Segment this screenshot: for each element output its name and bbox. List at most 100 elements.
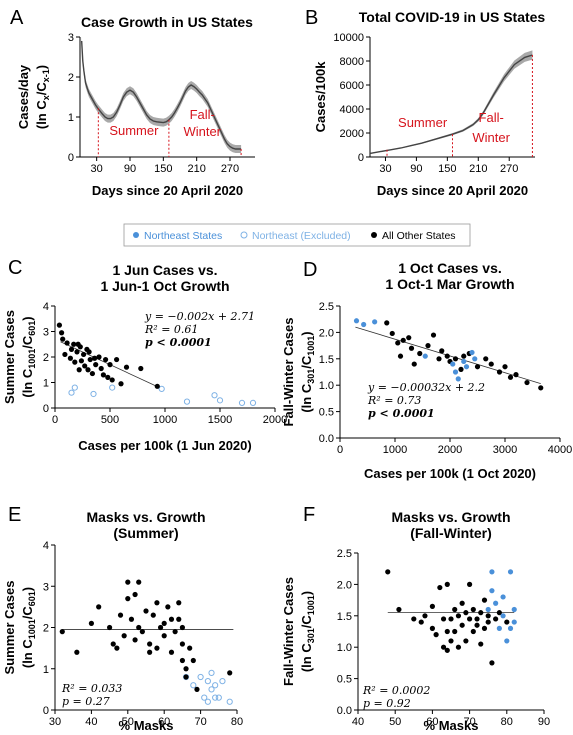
F-point-northeast [511, 619, 517, 625]
C-x-tick-label: 2000 [263, 414, 287, 426]
D-y-label-subscript: 1001 [306, 336, 316, 356]
C-point-other [82, 363, 88, 369]
C-title-line: 1 Jun Cases vs. [112, 262, 217, 278]
C-point-excluded [158, 385, 165, 392]
D-point-other [474, 364, 481, 370]
D-point-other [430, 332, 437, 338]
legend-northeast-label: Northeast States [144, 230, 222, 242]
C-y-label-part: ) [20, 316, 35, 320]
E-point-excluded [204, 698, 211, 705]
A-y-label: Cases/day [16, 64, 31, 129]
F-point-other [493, 616, 499, 622]
E-x-tick-label: 70 [194, 716, 206, 728]
F-y-tick-label: 1.5 [337, 611, 352, 623]
C-point-other [72, 359, 78, 365]
F-title-line: Masks vs. Growth [391, 509, 510, 525]
F-point-other [440, 616, 447, 622]
C-y-tick-label: 4 [43, 301, 49, 313]
C-point-excluded [249, 399, 257, 406]
C-y-label-subscript: 601 [27, 321, 37, 336]
C-point-other [107, 362, 113, 368]
A-y-label-sub: (ln Cx/Cx-1) [34, 65, 51, 129]
F-point-other [470, 628, 476, 635]
E-point-other [143, 608, 149, 614]
E-point-other [157, 624, 164, 631]
C-point-other [68, 346, 75, 352]
C-point-other [109, 377, 115, 383]
E-y-tick-label: 3 [43, 581, 49, 593]
B-y-tick-label: 4000 [340, 104, 364, 116]
E-point-other [168, 649, 175, 655]
E-point-other [179, 624, 185, 631]
B-y-tick-label: 10000 [333, 32, 364, 44]
E-y-label-part: ) [20, 587, 35, 591]
E-point-excluded [208, 686, 215, 693]
E-point-excluded [215, 694, 222, 701]
C-point-other [105, 374, 111, 380]
D-y-tick-label: 1.5 [319, 354, 334, 366]
E-point-other [132, 637, 138, 643]
B-y-tick-label: 2000 [340, 128, 364, 140]
F-point-other [411, 616, 417, 622]
F-y-tick-label: 0.0 [337, 705, 352, 717]
A-y-label-part: (ln C [34, 100, 49, 129]
F-point-other [444, 581, 450, 588]
panel-D: 0 1000 2000 3000 4000 0.0 0.5 1.0 1.5 2.0 2.5 D 1 Oc… [281, 259, 572, 481]
F-y-tick-label: 0.5 [337, 674, 352, 686]
F-point-other [489, 660, 495, 666]
D-panel-label: D [303, 259, 317, 281]
D-x-tick-label: 1000 [383, 444, 407, 456]
C-point-other [96, 354, 102, 360]
D-point-northeast [461, 358, 467, 365]
C-point-other [89, 370, 95, 377]
E-point-other [59, 629, 65, 635]
C-x-tick-label: 1500 [208, 414, 232, 426]
E-point-other [187, 645, 193, 651]
F-y-tick-label: 2.0 [337, 579, 352, 591]
D-point-northeast [469, 349, 475, 356]
F-x-tick-label: 70 [463, 716, 475, 728]
A-series-line [80, 40, 242, 150]
C-stat-line: y = −0.002x + 2.71 [144, 310, 255, 323]
C-y-tick-label: 2 [43, 352, 49, 364]
panel-E: 30 40 50 60 70 80 0 1 2 3 4 E Masks vs. Growth(Summe… [2, 504, 243, 733]
E-point-other [114, 645, 120, 651]
F-x-tick-label: 50 [389, 716, 401, 728]
F-point-northeast [500, 594, 506, 600]
E-point-excluded [226, 698, 233, 705]
D-y-tick-label: 1.0 [319, 380, 334, 392]
C-point-other [60, 336, 66, 342]
E-point-excluded [208, 669, 215, 676]
F-point-other [467, 581, 473, 588]
legend-excluded-marker [240, 231, 248, 239]
D-point-other [452, 356, 459, 362]
C-x-tick-label: 0 [52, 414, 58, 426]
F-point-other [463, 610, 469, 616]
D-point-other [384, 320, 390, 326]
D-y-tick-label: 2.5 [319, 301, 334, 313]
A-y-label-part: /C [34, 82, 49, 96]
B-y-tick-label: 0 [358, 152, 364, 164]
C-point-other [86, 349, 92, 355]
E-point-other [147, 641, 153, 647]
E-point-other [88, 620, 94, 626]
E-point-excluded [212, 682, 219, 689]
E-point-other [96, 604, 102, 610]
F-point-other [481, 625, 488, 631]
D-title-line: 1 Oct Cases vs. [398, 260, 502, 276]
C-point-excluded [68, 389, 75, 396]
D-point-other [458, 366, 464, 372]
D-y-label-sub: (ln C301/C1001) [299, 331, 316, 412]
A-period-annotation: Fall- [190, 107, 215, 122]
E-x-tick-label: 50 [122, 716, 134, 728]
E-point-other [139, 629, 145, 635]
D-point-other [417, 350, 423, 357]
legend: Northeast States Northeast (Excluded) All … [123, 223, 471, 247]
D-point-northeast [452, 369, 459, 375]
E-point-other [125, 596, 131, 602]
A-period-annotation: Winter [183, 124, 221, 139]
E-y-label-subscript: 1001 [27, 619, 37, 639]
F-point-northeast [507, 625, 514, 631]
D-x-tick-label: 4000 [548, 444, 572, 456]
E-point-excluded [201, 694, 208, 701]
